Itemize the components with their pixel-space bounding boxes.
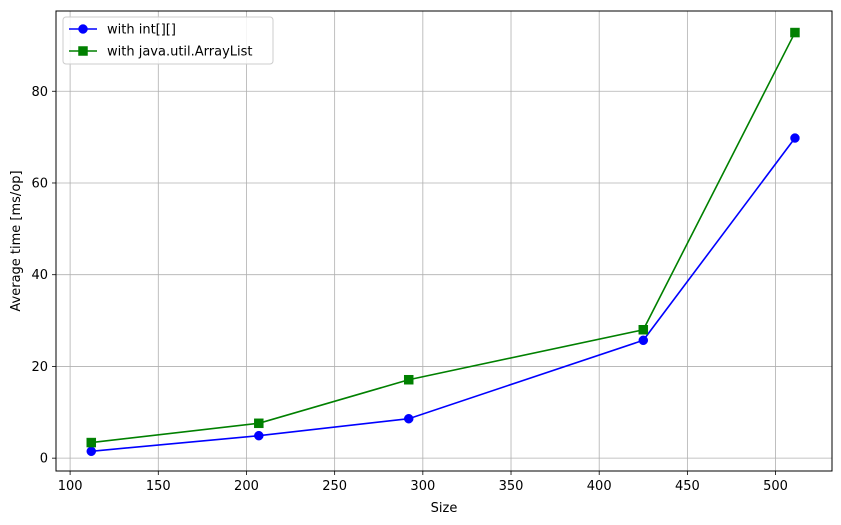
data-point: [403, 374, 414, 385]
y-tick-label: 40: [31, 268, 48, 283]
y-tick-label: 60: [31, 176, 48, 191]
x-axis-label: Size: [431, 501, 458, 516]
legend-label: with int[][]: [107, 23, 176, 38]
data-point: [86, 437, 97, 448]
x-tick-label: 500: [763, 479, 788, 494]
data-point: [86, 446, 97, 457]
legend-label: with java.util.ArrayList: [107, 45, 253, 60]
x-tick-label: 150: [146, 479, 171, 494]
data-point: [638, 324, 649, 335]
data-point: [638, 335, 649, 346]
legend: with int[][] with java.util.ArrayList: [62, 16, 274, 65]
x-tick-label: 100: [58, 479, 83, 494]
x-tick-label: 450: [675, 479, 700, 494]
series-2: [86, 27, 800, 448]
legend-marker: [78, 24, 88, 34]
data-point: [403, 413, 414, 424]
x-tick-label: 250: [322, 479, 347, 494]
legend-item: with java.util.ArrayList: [69, 45, 253, 60]
x-tick-label: 400: [587, 479, 612, 494]
data-point: [254, 430, 264, 441]
y-axis-label: Average time [ms/op]: [9, 170, 24, 311]
plot-frame: [55, 10, 833, 472]
legend-item: with int[][]: [69, 23, 176, 38]
legend-box: [62, 16, 274, 65]
series-1: [86, 133, 800, 457]
y-tick-label: 20: [31, 360, 48, 375]
grid-lines: [56, 11, 832, 471]
series-layer: [86, 27, 800, 457]
axis-ticks: 100 150 200 250 300 350 400 450 500 0 20 40 60 80: [31, 85, 788, 494]
data-point: [254, 418, 264, 429]
data-point: [790, 133, 800, 143]
y-tick-label: 80: [31, 85, 48, 100]
x-tick-label: 350: [499, 479, 524, 494]
y-tick-label: 0: [40, 452, 48, 467]
legend-marker: [78, 46, 88, 56]
x-tick-label: 200: [234, 479, 259, 494]
x-tick-label: 300: [410, 479, 435, 494]
data-point: [790, 27, 800, 38]
